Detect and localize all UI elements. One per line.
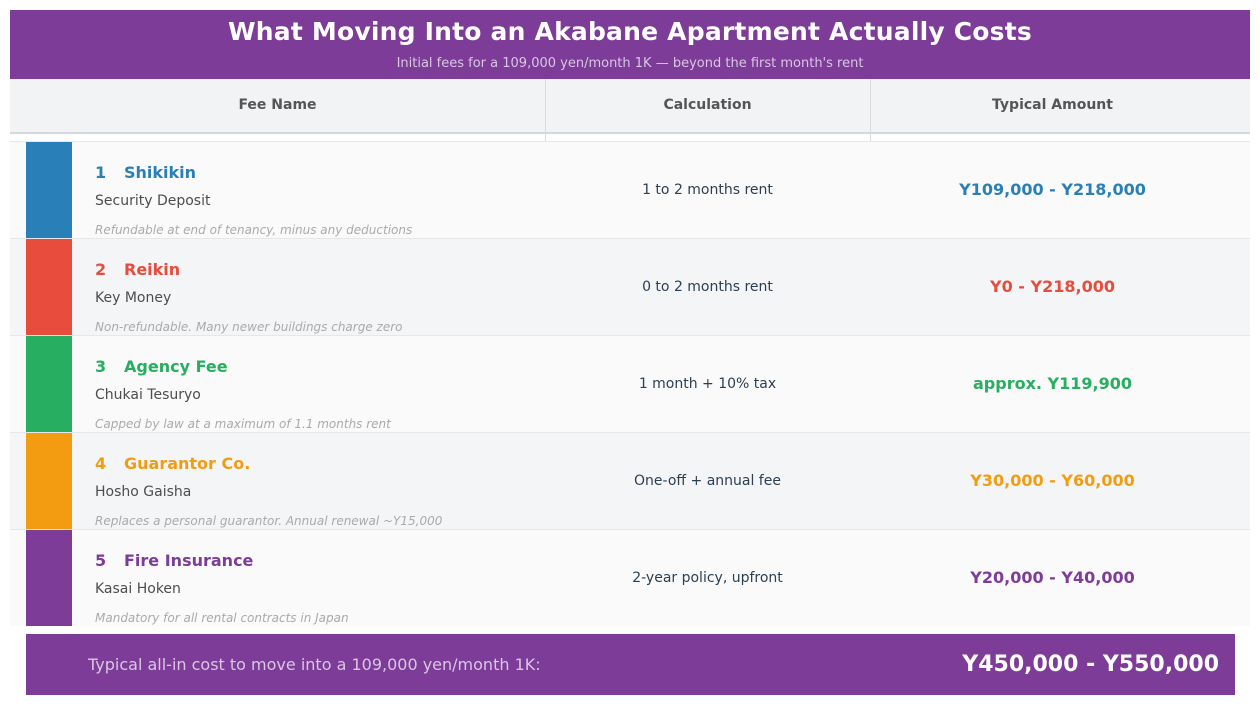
table-row: 4 Guarantor Co. Hosho Gaisha Replaces a p… xyxy=(10,432,1250,529)
total-summary-bar: Typical all-in cost to move into a 109,0… xyxy=(26,634,1235,695)
color-swatch xyxy=(26,530,72,626)
fee-title: Reikin xyxy=(124,260,181,279)
fee-name: 3 Agency Fee xyxy=(95,357,228,376)
fee-note: Capped by law at a maximum of 1.1 months… xyxy=(95,417,391,431)
fee-title: Guarantor Co. xyxy=(124,454,251,473)
fee-romaji: Chukai Tesuryo xyxy=(95,387,201,403)
fee-romaji: Key Money xyxy=(95,290,172,306)
total-amount: Y450,000 - Y550,000 xyxy=(962,652,1219,677)
column-header-fee-name: Fee Name xyxy=(238,97,317,113)
fee-calculation: 2-year policy, upfront xyxy=(632,570,783,586)
fee-number: 5 xyxy=(95,551,107,570)
table-row: 5 Fire Insurance Kasai Hoken Mandatory fo… xyxy=(10,529,1250,626)
fee-calculation: One-off + annual fee xyxy=(634,473,781,489)
color-swatch xyxy=(26,336,72,432)
column-header-typical-amount: Typical Amount xyxy=(992,97,1113,113)
fee-title: Shikikin xyxy=(124,163,197,182)
fee-note: Mandatory for all rental contracts in Ja… xyxy=(95,611,349,625)
column-header-calculation: Calculation xyxy=(663,97,752,113)
fee-title: Agency Fee xyxy=(124,357,228,376)
fee-note: Non-refundable. Many newer buildings cha… xyxy=(95,320,403,334)
fee-number: 4 xyxy=(95,454,107,473)
table-header-row: Fee Name Calculation Typical Amount xyxy=(10,79,1250,134)
table-row: 3 Agency Fee Chukai Tesuryo Capped by law… xyxy=(10,335,1250,432)
fee-romaji: Kasai Hoken xyxy=(95,581,181,597)
page-subtitle: Initial fees for a 109,000 yen/month 1K … xyxy=(396,56,864,71)
table-row: 1 Shikikin Security Deposit Refundable at… xyxy=(10,141,1250,238)
fee-name: 1 Shikikin xyxy=(95,163,196,182)
fee-name: 5 Fire Insurance xyxy=(95,551,253,570)
fee-note: Replaces a personal guarantor. Annual re… xyxy=(95,514,443,528)
color-swatch xyxy=(26,239,72,335)
color-swatch xyxy=(26,433,72,529)
fee-note: Refundable at end of tenancy, minus any … xyxy=(95,223,413,237)
fee-calculation: 1 to 2 months rent xyxy=(642,182,773,198)
color-swatch xyxy=(26,142,72,238)
fee-number: 3 xyxy=(95,357,107,376)
fee-calculation: 1 month + 10% tax xyxy=(638,376,777,392)
fee-romaji: Security Deposit xyxy=(95,193,211,209)
fee-amount: approx. Y119,900 xyxy=(972,374,1132,393)
fee-title: Fire Insurance xyxy=(124,551,254,570)
fee-name: 2 Reikin xyxy=(95,260,180,279)
fee-romaji: Hosho Gaisha xyxy=(95,484,192,500)
total-label: Typical all-in cost to move into a 109,0… xyxy=(88,655,541,674)
fee-amount: Y30,000 - Y60,000 xyxy=(970,471,1135,490)
fee-amount: Y0 - Y218,000 xyxy=(990,277,1115,296)
fee-amount: Y20,000 - Y40,000 xyxy=(970,568,1135,587)
table-row: 2 Reikin Key Money Non-refundable. Many n… xyxy=(10,238,1250,335)
fee-calculation: 0 to 2 months rent xyxy=(642,279,773,295)
fee-number: 1 xyxy=(95,163,107,182)
page-header: What Moving Into an Akabane Apartment Ac… xyxy=(10,10,1250,79)
fee-number: 2 xyxy=(95,260,107,279)
fee-name: 4 Guarantor Co. xyxy=(95,454,250,473)
fee-amount: Y109,000 - Y218,000 xyxy=(959,180,1146,199)
page-title: What Moving Into an Akabane Apartment Ac… xyxy=(228,17,1032,46)
